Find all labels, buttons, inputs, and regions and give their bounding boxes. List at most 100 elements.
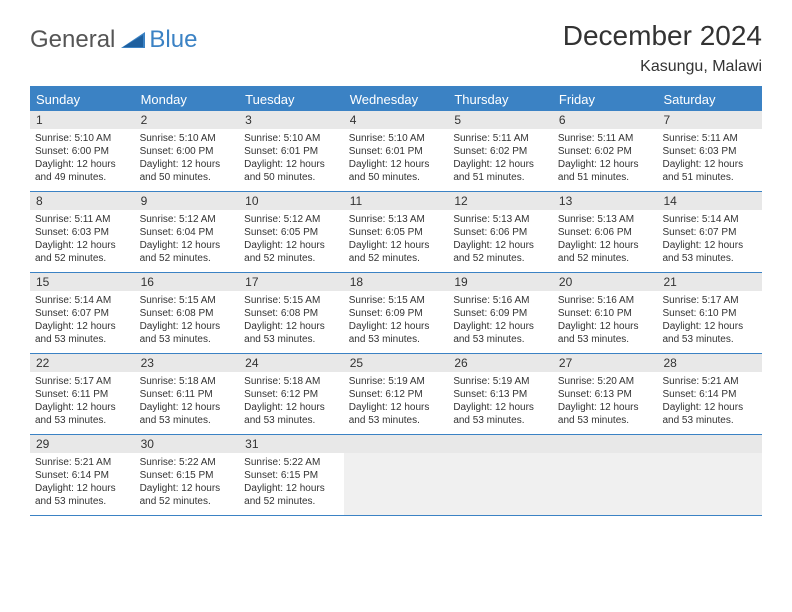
calendar-row: 8Sunrise: 5:11 AMSunset: 6:03 PMDaylight… <box>30 192 762 273</box>
calendar-cell: 21Sunrise: 5:17 AMSunset: 6:10 PMDayligh… <box>657 273 762 353</box>
day-number: 11 <box>344 192 449 210</box>
day-data: Sunrise: 5:11 AMSunset: 6:03 PMDaylight:… <box>657 129 762 189</box>
day-data: Sunrise: 5:11 AMSunset: 6:03 PMDaylight:… <box>30 210 135 270</box>
calendar-cell <box>344 435 449 515</box>
title-month: December 2024 <box>563 20 762 52</box>
calendar-cell: 12Sunrise: 5:13 AMSunset: 6:06 PMDayligh… <box>448 192 553 272</box>
calendar-row: 29Sunrise: 5:21 AMSunset: 6:14 PMDayligh… <box>30 435 762 516</box>
day-data: Sunrise: 5:15 AMSunset: 6:08 PMDaylight:… <box>135 291 240 351</box>
day-number: 14 <box>657 192 762 210</box>
calendar-cell: 16Sunrise: 5:15 AMSunset: 6:08 PMDayligh… <box>135 273 240 353</box>
title-location: Kasungu, Malawi <box>563 58 762 76</box>
day-number-bar <box>553 435 658 453</box>
calendar-row: 1Sunrise: 5:10 AMSunset: 6:00 PMDaylight… <box>30 111 762 192</box>
calendar-cell: 20Sunrise: 5:16 AMSunset: 6:10 PMDayligh… <box>553 273 658 353</box>
day-number: 23 <box>135 354 240 372</box>
day-data: Sunrise: 5:10 AMSunset: 6:01 PMDaylight:… <box>344 129 449 189</box>
day-number: 27 <box>553 354 658 372</box>
day-data: Sunrise: 5:17 AMSunset: 6:10 PMDaylight:… <box>657 291 762 351</box>
day-number: 30 <box>135 435 240 453</box>
day-data: Sunrise: 5:19 AMSunset: 6:12 PMDaylight:… <box>344 372 449 432</box>
calendar-cell <box>448 435 553 515</box>
logo-general-text: General <box>30 26 115 54</box>
calendar-cell: 31Sunrise: 5:22 AMSunset: 6:15 PMDayligh… <box>239 435 344 515</box>
day-data: Sunrise: 5:16 AMSunset: 6:10 PMDaylight:… <box>553 291 658 351</box>
calendar-cell: 6Sunrise: 5:11 AMSunset: 6:02 PMDaylight… <box>553 111 658 191</box>
day-data: Sunrise: 5:11 AMSunset: 6:02 PMDaylight:… <box>553 129 658 189</box>
calendar-cell: 7Sunrise: 5:11 AMSunset: 6:03 PMDaylight… <box>657 111 762 191</box>
calendar-cell: 17Sunrise: 5:15 AMSunset: 6:08 PMDayligh… <box>239 273 344 353</box>
weekday-header: Friday <box>553 88 658 111</box>
day-number: 28 <box>657 354 762 372</box>
calendar-cell: 9Sunrise: 5:12 AMSunset: 6:04 PMDaylight… <box>135 192 240 272</box>
day-data: Sunrise: 5:13 AMSunset: 6:06 PMDaylight:… <box>553 210 658 270</box>
day-number: 19 <box>448 273 553 291</box>
calendar-cell: 1Sunrise: 5:10 AMSunset: 6:00 PMDaylight… <box>30 111 135 191</box>
calendar-cell: 3Sunrise: 5:10 AMSunset: 6:01 PMDaylight… <box>239 111 344 191</box>
weekday-header: Wednesday <box>344 88 449 111</box>
day-number: 6 <box>553 111 658 129</box>
day-number: 22 <box>30 354 135 372</box>
calendar-cell: 22Sunrise: 5:17 AMSunset: 6:11 PMDayligh… <box>30 354 135 434</box>
day-data: Sunrise: 5:22 AMSunset: 6:15 PMDaylight:… <box>135 453 240 513</box>
day-number: 3 <box>239 111 344 129</box>
day-data: Sunrise: 5:13 AMSunset: 6:06 PMDaylight:… <box>448 210 553 270</box>
day-number: 15 <box>30 273 135 291</box>
day-data: Sunrise: 5:10 AMSunset: 6:01 PMDaylight:… <box>239 129 344 189</box>
calendar-cell: 10Sunrise: 5:12 AMSunset: 6:05 PMDayligh… <box>239 192 344 272</box>
day-number: 4 <box>344 111 449 129</box>
day-number: 29 <box>30 435 135 453</box>
title-block: December 2024 Kasungu, Malawi <box>563 20 762 76</box>
day-data: Sunrise: 5:11 AMSunset: 6:02 PMDaylight:… <box>448 129 553 189</box>
weekday-header: Monday <box>135 88 240 111</box>
day-data: Sunrise: 5:15 AMSunset: 6:09 PMDaylight:… <box>344 291 449 351</box>
calendar: Sunday Monday Tuesday Wednesday Thursday… <box>30 86 762 516</box>
calendar-header-row: Sunday Monday Tuesday Wednesday Thursday… <box>30 86 762 111</box>
calendar-cell: 5Sunrise: 5:11 AMSunset: 6:02 PMDaylight… <box>448 111 553 191</box>
logo: General Blue <box>30 26 197 54</box>
calendar-cell <box>553 435 658 515</box>
day-number: 2 <box>135 111 240 129</box>
calendar-cell: 27Sunrise: 5:20 AMSunset: 6:13 PMDayligh… <box>553 354 658 434</box>
day-number-bar <box>344 435 449 453</box>
day-number: 20 <box>553 273 658 291</box>
day-number: 16 <box>135 273 240 291</box>
calendar-cell: 2Sunrise: 5:10 AMSunset: 6:00 PMDaylight… <box>135 111 240 191</box>
calendar-cell: 11Sunrise: 5:13 AMSunset: 6:05 PMDayligh… <box>344 192 449 272</box>
day-number: 31 <box>239 435 344 453</box>
logo-sail-icon <box>119 30 147 50</box>
day-data: Sunrise: 5:14 AMSunset: 6:07 PMDaylight:… <box>657 210 762 270</box>
weekday-header: Saturday <box>657 88 762 111</box>
day-data: Sunrise: 5:12 AMSunset: 6:04 PMDaylight:… <box>135 210 240 270</box>
calendar-cell: 13Sunrise: 5:13 AMSunset: 6:06 PMDayligh… <box>553 192 658 272</box>
weekday-header: Tuesday <box>239 88 344 111</box>
calendar-cell: 30Sunrise: 5:22 AMSunset: 6:15 PMDayligh… <box>135 435 240 515</box>
day-data: Sunrise: 5:12 AMSunset: 6:05 PMDaylight:… <box>239 210 344 270</box>
calendar-cell: 15Sunrise: 5:14 AMSunset: 6:07 PMDayligh… <box>30 273 135 353</box>
day-number: 12 <box>448 192 553 210</box>
calendar-cell: 23Sunrise: 5:18 AMSunset: 6:11 PMDayligh… <box>135 354 240 434</box>
day-number-bar <box>448 435 553 453</box>
calendar-body: 1Sunrise: 5:10 AMSunset: 6:00 PMDaylight… <box>30 111 762 516</box>
weekday-header: Thursday <box>448 88 553 111</box>
day-number: 1 <box>30 111 135 129</box>
day-data: Sunrise: 5:18 AMSunset: 6:11 PMDaylight:… <box>135 372 240 432</box>
logo-blue-text: Blue <box>149 26 197 54</box>
day-data: Sunrise: 5:10 AMSunset: 6:00 PMDaylight:… <box>30 129 135 189</box>
day-data: Sunrise: 5:17 AMSunset: 6:11 PMDaylight:… <box>30 372 135 432</box>
weekday-header: Sunday <box>30 88 135 111</box>
day-data: Sunrise: 5:10 AMSunset: 6:00 PMDaylight:… <box>135 129 240 189</box>
day-number: 7 <box>657 111 762 129</box>
day-number: 17 <box>239 273 344 291</box>
day-data: Sunrise: 5:16 AMSunset: 6:09 PMDaylight:… <box>448 291 553 351</box>
calendar-cell <box>657 435 762 515</box>
calendar-cell: 19Sunrise: 5:16 AMSunset: 6:09 PMDayligh… <box>448 273 553 353</box>
day-number: 10 <box>239 192 344 210</box>
calendar-cell: 18Sunrise: 5:15 AMSunset: 6:09 PMDayligh… <box>344 273 449 353</box>
day-data: Sunrise: 5:22 AMSunset: 6:15 PMDaylight:… <box>239 453 344 513</box>
calendar-cell: 14Sunrise: 5:14 AMSunset: 6:07 PMDayligh… <box>657 192 762 272</box>
calendar-cell: 28Sunrise: 5:21 AMSunset: 6:14 PMDayligh… <box>657 354 762 434</box>
day-number: 26 <box>448 354 553 372</box>
calendar-cell: 29Sunrise: 5:21 AMSunset: 6:14 PMDayligh… <box>30 435 135 515</box>
calendar-row: 15Sunrise: 5:14 AMSunset: 6:07 PMDayligh… <box>30 273 762 354</box>
